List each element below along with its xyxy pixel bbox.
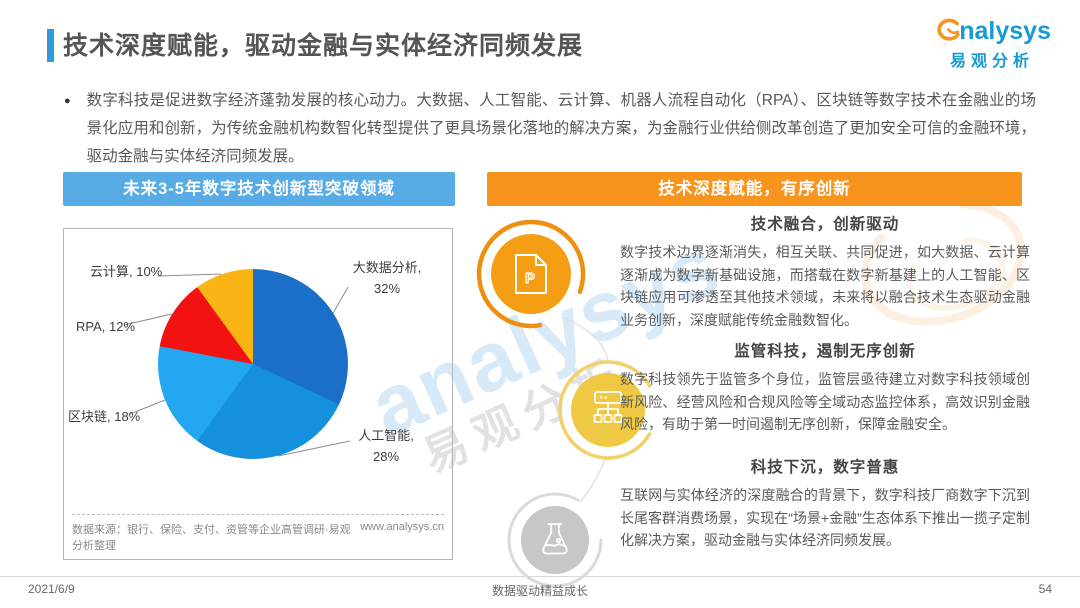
document-p-icon: P: [515, 254, 547, 294]
data-source-text: 数据来源：银行、保险、支付、资管等企业高管调研·易观分析整理: [72, 524, 351, 552]
section-title: 监管科技，遏制无序创新: [734, 343, 916, 360]
footer-date: 2021/6/9: [28, 582, 75, 596]
footer-divider: [0, 576, 1080, 577]
pie-label-blockchain: 区块链, 18%: [68, 409, 141, 424]
connector-curve: [560, 316, 609, 362]
svg-text:P: P: [525, 270, 535, 287]
icon-column: P: [476, 219, 652, 588]
pie-label-ai: 人工智能, 28%: [358, 428, 414, 465]
pie-chart: [158, 269, 348, 459]
icon-circle-orange: [491, 234, 571, 314]
section-tech-fusion: 技术融合，创新驱动 数字技术边界逐渐消失，相互关联、共同促进，如大数据、云计算逐…: [620, 212, 1030, 332]
pie-label-cloud: 云计算, 10%: [90, 264, 163, 279]
page-title: 技术深度赋能，驱动金融与实体经济同频发展: [63, 32, 584, 60]
watermark-swirl-icon: [860, 200, 1026, 326]
section-title: 技术融合，创新驱动: [750, 216, 900, 233]
logo-brand-cn: 易观分析: [949, 53, 1034, 70]
left-panel-header: 未来3-5年数字技术创新型突破领域: [63, 172, 455, 206]
analysys-logo: nalysys 易观分析: [933, 16, 1051, 71]
intro-paragraph: ● 数字科技是促进数字经济蓬勃发展的核心动力。大数据、人工智能、云计算、机器人流…: [64, 87, 1036, 172]
section-body: 数字科技领先于监管多个身位，监管层亟待建立对数字科技领域创新风险、经营风险和合规…: [620, 371, 1030, 433]
bullet-icon: ●: [64, 95, 71, 107]
logo-swirl-icon: [937, 18, 960, 41]
org-chart-icon: [593, 391, 623, 423]
pie-leader-lines: [123, 273, 351, 457]
section-regtech: 监管科技，遏制无序创新 数字科技领先于监管多个身位，监管层亟待建立对数字科技领域…: [620, 339, 1030, 436]
footer-slogan: 数据驱动精益成长: [491, 584, 588, 598]
ring-arc-gray: [507, 492, 603, 588]
logo-brand-text: nalysys: [959, 16, 1051, 45]
pie-label-rpa: RPA, 12%: [76, 319, 136, 334]
ring-arc-orange: [476, 219, 586, 329]
title-accent-bar: [47, 29, 54, 62]
intro-text: 数字科技是促进数字经济蓬勃发展的核心动力。大数据、人工智能、云计算、机器人流程自…: [86, 92, 1036, 166]
section-body: 数字技术边界逐渐消失，相互关联、共同促进，如大数据、云计算逐渐成为数字新基础设施…: [620, 244, 1030, 329]
section-inclusion: 科技下沉，数字普惠 互联网与实体经济的深度融合的背景下，数字科技厂商数字下沉到长…: [620, 455, 1030, 552]
connector-curve: [579, 456, 607, 503]
footer-page-number: 54: [1038, 582, 1052, 596]
flask-icon: [542, 523, 568, 555]
ring-arc-gold: [558, 360, 652, 460]
website-link[interactable]: www.analysys.cn: [360, 521, 444, 533]
chart-panel: 大数据分析, 32% 人工智能, 28% 区块链, 18% RPA, 12% 云…: [63, 228, 453, 560]
icon-circle-gray: [521, 506, 589, 574]
source-row: 数据来源：银行、保险、支付、资管等企业高管调研·易观分析整理 www.analy…: [72, 514, 444, 553]
right-panel-header: 技术深度赋能，有序创新: [487, 172, 1022, 206]
section-body: 互联网与实体经济的深度融合的背景下，数字科技厂商数字下沉到长尾客群消费场景，实现…: [620, 487, 1030, 549]
pie-label-bigdata: 大数据分析, 32%: [352, 260, 422, 297]
section-title: 科技下沉，数字普惠: [750, 459, 900, 476]
